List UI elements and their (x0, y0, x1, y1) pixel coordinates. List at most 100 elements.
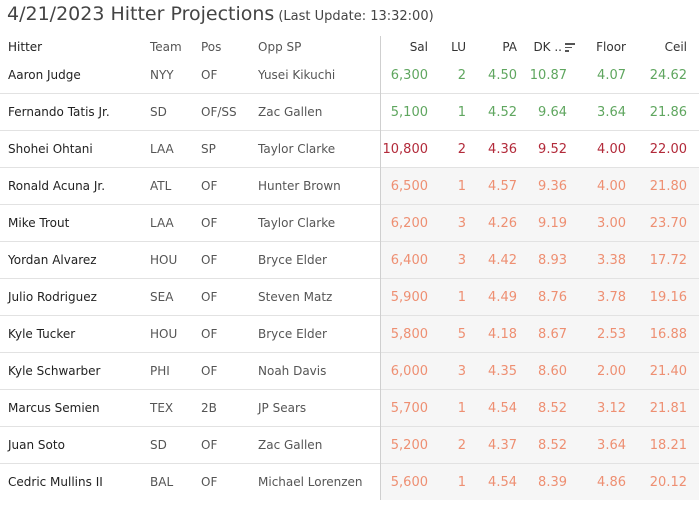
dk-cell: 9.36 (523, 167, 575, 205)
pos-cell: OF (193, 426, 250, 464)
floor-cell: 3.64 (575, 426, 635, 464)
lu-cell: 3 (428, 241, 478, 279)
col-header-ceil[interactable]: Ceil (664, 39, 687, 54)
opp-sp-cell: Zac Gallen (250, 426, 380, 464)
sal-cell: 10,800 (379, 130, 428, 168)
hitter-cell: Mike Trout (0, 204, 142, 242)
lu-cell: 1 (428, 463, 478, 500)
hitter-cell: Shohei Ohtani (0, 130, 142, 168)
table-row[interactable]: Yordan Alvarez HOU OF Bryce Elder 6,400 3 4.42… (0, 241, 699, 279)
lu-cell: 2 (457, 67, 466, 83)
floor-cell: 4.00 (575, 130, 635, 168)
pa-cell: 4.26 (478, 204, 523, 242)
title-text: 4/21/2023 Hitter Projections (7, 3, 275, 25)
pos-cell: OF (193, 241, 250, 279)
table-row[interactable]: Juan Soto SD OF Zac Gallen 5,200 2 4.37 8.52 3.6… (0, 426, 699, 464)
opp-sp-cell: Bryce Elder (250, 315, 380, 353)
projections-table: Hitter Team Pos Opp SP Sal LU PA DK .. F… (0, 36, 699, 500)
ceil-cell: 21.86 (635, 93, 699, 131)
team-cell: ATL (142, 167, 193, 205)
floor-cell: 3.64 (575, 93, 635, 131)
sal-cell: 5,700 (379, 389, 428, 427)
opp-sp-cell: Yusei Kikuchi (258, 68, 336, 82)
pos-cell: OF (193, 204, 250, 242)
dk-cell: 8.76 (523, 278, 575, 316)
lu-cell: 1 (428, 389, 478, 427)
table-row[interactable]: Fernando Tatis Jr. SD OF/SS Zac Gallen 5,100… (0, 93, 699, 131)
lu-cell: 3 (428, 352, 478, 390)
col-header-sal[interactable]: Sal (379, 36, 428, 57)
hitter-cell: Julio Rodriguez (0, 278, 142, 316)
header-row: Hitter Team Pos Opp SP Sal LU PA DK .. F… (0, 36, 699, 57)
ceil-cell: 21.40 (635, 352, 699, 390)
floor-cell: 4.00 (575, 167, 635, 205)
table-row[interactable]: Aaron Judge NYY OF Yusei Kikuchi 6,300 2 4.50 1… (0, 57, 699, 94)
hitter-cell: Yordan Alvarez (0, 241, 142, 279)
pa-cell: 4.54 (478, 463, 523, 500)
last-update-text: (Last Update: 13:32:00) (278, 9, 434, 24)
opp-sp-cell: Taylor Clarke (250, 204, 380, 242)
hitter-cell: Kyle Schwarber (0, 352, 142, 390)
lu-cell: 5 (428, 315, 478, 353)
pos-cell: OF (193, 315, 250, 353)
ceil-cell: 21.80 (635, 167, 699, 205)
floor-cell: 2.53 (575, 315, 635, 353)
table-row[interactable]: Mike Trout LAA OF Taylor Clarke 6,200 3 4.26 9.… (0, 204, 699, 242)
opp-sp-cell: Taylor Clarke (250, 130, 380, 168)
pa-cell: 4.42 (478, 241, 523, 279)
pos-cell: OF (193, 463, 250, 500)
dk-cell: 8.52 (523, 389, 575, 427)
sal-cell: 5,600 (379, 463, 428, 500)
col-header-hitter[interactable]: Hitter (8, 39, 43, 54)
table-row[interactable]: Ronald Acuna Jr. ATL OF Hunter Brown 6,500 1 4… (0, 167, 699, 205)
team-cell: SD (142, 93, 193, 131)
floor-cell: 2.00 (575, 352, 635, 390)
dk-cell: 8.52 (523, 426, 575, 464)
hitter-cell: Aaron Judge (8, 68, 81, 82)
col-header-floor[interactable]: Floor (596, 39, 626, 54)
floor-cell: 4.07 (597, 67, 626, 83)
pa-cell: 4.36 (478, 130, 523, 168)
team-cell: HOU (142, 241, 193, 279)
table-row[interactable]: Cedric Mullins II BAL OF Michael Lorenzen 5,… (0, 463, 699, 500)
sort-descending-icon[interactable] (565, 42, 575, 52)
floor-cell: 3.12 (575, 389, 635, 427)
lu-cell: 1 (428, 167, 478, 205)
col-header-pa[interactable]: PA (502, 39, 517, 54)
ceil-cell: 19.16 (635, 278, 699, 316)
table-row[interactable]: Marcus Semien TEX 2B JP Sears 5,700 1 4.54 8.52… (0, 389, 699, 427)
col-header-opp-sp[interactable]: Opp SP (258, 39, 302, 54)
hitter-cell: Marcus Semien (0, 389, 142, 427)
pa-cell: 4.54 (478, 389, 523, 427)
hitter-cell: Ronald Acuna Jr. (0, 167, 142, 205)
table-row[interactable]: Kyle Tucker HOU OF Bryce Elder 5,800 5 4.18 8.6… (0, 315, 699, 353)
ceil-cell: 21.81 (635, 389, 699, 427)
dk-cell: 10.87 (529, 67, 567, 83)
col-header-team[interactable]: Team (150, 39, 182, 54)
sal-cell: 5,900 (379, 278, 428, 316)
ceil-cell: 23.70 (635, 204, 699, 242)
pos-cell: OF (193, 352, 250, 390)
col-header-lu[interactable]: LU (451, 39, 466, 54)
dk-cell: 9.52 (523, 130, 575, 168)
ceil-cell: 20.12 (635, 463, 699, 500)
pos-cell: SP (193, 130, 250, 168)
col-header-dk[interactable]: DK .. (523, 36, 575, 57)
col-header-pos[interactable]: Pos (201, 39, 222, 54)
col-header-dk-label: DK .. (533, 39, 562, 54)
hitter-cell: Fernando Tatis Jr. (0, 93, 142, 131)
sal-cell: 5,100 (379, 93, 428, 131)
lu-cell: 1 (428, 93, 478, 131)
dk-cell: 9.19 (523, 204, 575, 242)
team-cell: SEA (142, 278, 193, 316)
table-row[interactable]: Shohei Ohtani LAA SP Taylor Clarke 10,800 2 4.… (0, 130, 699, 168)
hitter-cell: Cedric Mullins II (0, 463, 142, 500)
opp-sp-cell: Zac Gallen (250, 93, 380, 131)
dk-cell: 8.67 (523, 315, 575, 353)
page-title: 4/21/2023 Hitter Projections (Last Update… (7, 3, 434, 31)
table-row[interactable]: Kyle Schwarber PHI OF Noah Davis 6,000 3 4.35 8… (0, 352, 699, 390)
floor-cell: 3.38 (575, 241, 635, 279)
table-row[interactable]: Julio Rodriguez SEA OF Steven Matz 5,900 1 4.4… (0, 278, 699, 316)
ceil-cell: 22.00 (635, 130, 699, 168)
pa-cell: 4.52 (478, 93, 523, 131)
